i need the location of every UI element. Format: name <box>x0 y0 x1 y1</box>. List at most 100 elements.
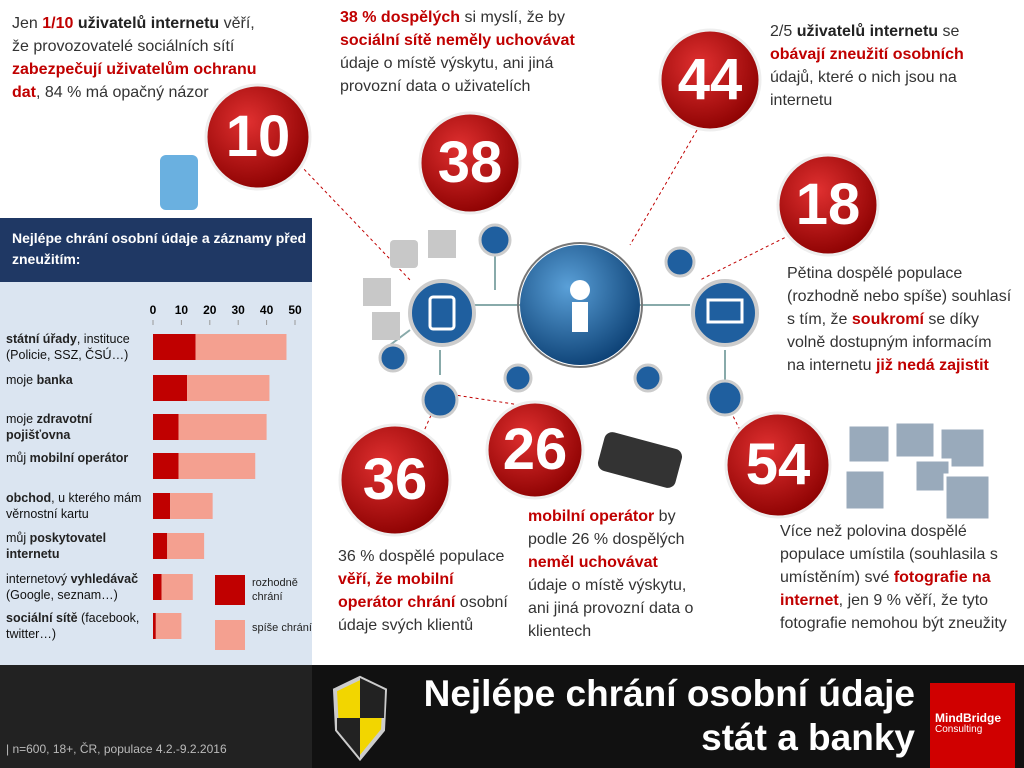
text-run: obávají zneužití osobních <box>770 46 964 63</box>
stat-text: 38 % dospělých si myslí, že by sociální … <box>340 6 590 98</box>
text-run: osobní údaje svých klientů <box>338 594 508 634</box>
headline: stát a banky <box>701 717 915 758</box>
stat-number: 54 <box>745 432 811 497</box>
text-run: můj <box>6 451 30 465</box>
logo-text: Consulting <box>935 724 983 735</box>
text-run: si myslí, že by <box>460 9 565 26</box>
person-icon <box>570 280 590 300</box>
x-tick-label: 30 <box>231 303 245 317</box>
shield-icon <box>337 678 385 758</box>
text-run: zdravotní pojišťovna <box>6 412 93 442</box>
small-icons <box>378 223 744 419</box>
text-run: se díky volně dostupným informacím na in… <box>787 311 992 374</box>
bar <box>178 453 256 479</box>
text-run: , instituce (Policie, SSZ, ČSÚ…) <box>6 332 130 362</box>
text-run: 38 % dospělých <box>340 9 461 26</box>
text-run: Více než polovina dospělé populace umíst… <box>780 523 998 586</box>
headline: Nejlépe chrání osobní údaje <box>423 673 915 714</box>
category-label: můj poskytovatel internetu <box>6 530 151 562</box>
legend-swatch <box>215 575 245 605</box>
stat-circle <box>338 423 452 537</box>
photos <box>843 420 992 522</box>
monitor-icon <box>691 279 759 347</box>
text-run: uživatelů internetu <box>796 23 939 40</box>
bar <box>153 414 179 440</box>
text-run: se <box>938 23 960 40</box>
text-run: můj <box>6 531 30 545</box>
bar <box>153 574 162 600</box>
text-run: obchod <box>6 491 52 505</box>
bar <box>155 613 182 639</box>
bar <box>153 334 196 360</box>
footnote: | n=600, 18+, ČR, populace 4.2.-9.2.2016 <box>6 742 227 756</box>
text-run: (facebook, twitter…) <box>6 611 140 641</box>
text-run: poskytovatel internetu <box>6 531 107 561</box>
legend-swatch <box>215 620 245 650</box>
text-run: vyhledávač <box>70 572 139 586</box>
text-run: uživatelů internetu <box>73 15 220 32</box>
text-run: mobilní operátor <box>528 508 655 525</box>
social-icons <box>363 230 456 340</box>
stat-circle <box>418 111 522 215</box>
text-run: moje <box>6 373 37 387</box>
text-run: by podle 26 % dospělých <box>528 508 685 548</box>
bar <box>153 613 156 639</box>
text-run: mobilní operátor <box>29 451 129 465</box>
lock-icon <box>160 155 198 210</box>
x-tick-label: 20 <box>203 303 217 317</box>
bar <box>153 533 168 559</box>
text-run: neměl uchovávat <box>528 554 658 571</box>
stat-number: 36 <box>362 447 428 512</box>
monitor-icon <box>706 298 744 324</box>
text-run: sociální sítě neměly uchovávat <box>340 32 575 49</box>
category-label: sociální sítě (facebook, twitter…) <box>6 610 151 642</box>
globe-ring <box>517 242 643 368</box>
stat-number: 44 <box>677 47 743 112</box>
bar <box>187 375 270 401</box>
hub-lines <box>389 255 726 380</box>
bar <box>153 493 171 519</box>
tablet-icon <box>408 279 476 347</box>
text-run: zabezpečují uživatelům ochranu dat <box>12 61 257 101</box>
panel-header <box>0 218 312 282</box>
bar <box>170 493 213 519</box>
text-run: Jen <box>12 15 43 32</box>
stat-circle <box>658 28 762 132</box>
category-label: obchod, u kterého mám věrnostní kartu <box>6 490 151 522</box>
stat-circle <box>724 411 832 519</box>
x-tick-label: 0 <box>149 303 157 317</box>
logo <box>930 683 1015 768</box>
text-run: věří, že provozovatelé sociálních sítí <box>12 15 255 55</box>
stat-circle <box>776 153 880 257</box>
stat-text: mobilní operátor by podle 26 % dospělých… <box>528 505 698 643</box>
text-run: 36 % dospělé populace <box>338 548 505 565</box>
stat-number: 18 <box>795 172 861 237</box>
text-run: 1/10 <box>42 15 74 32</box>
stat-text: Jen 1/10 uživatelů internetu věří, že pr… <box>12 12 274 104</box>
logo-text: MindBridge <box>935 711 1001 725</box>
legend-label: rozhodně chrání <box>252 577 298 603</box>
category-label: státní úřady, instituce (Policie, SSZ, Č… <box>6 331 151 363</box>
phone-icon <box>597 432 683 488</box>
text-run: 2/5 <box>770 23 797 40</box>
category-label: moje banka <box>6 372 151 388</box>
text-run: (Google, seznam…) <box>6 588 118 602</box>
person-icon <box>572 302 588 332</box>
text-run: údaje o místě výskytu, ani jiná provozní… <box>528 577 694 640</box>
category-label: internetový vyhledávač (Google, seznam…) <box>6 571 151 603</box>
bar <box>195 334 287 360</box>
stat-circle <box>204 83 312 191</box>
stat-text: Pětina dospělé populace (rozhodně nebo s… <box>787 262 1012 377</box>
x-tick-label: 10 <box>174 303 189 317</box>
bar <box>153 375 188 401</box>
chart-title: Nejlépe chrání osobní údaje a záznamy př… <box>12 230 307 267</box>
text-run: Pětina dospělé populace (rozhodně nebo s… <box>787 265 1012 328</box>
text-run: již nedá zajistit <box>875 357 989 374</box>
text-run: fotografie na internet <box>780 569 991 609</box>
stat-text: Více než polovina dospělé populace umíst… <box>780 520 1020 635</box>
x-tick-label: 50 <box>288 303 302 317</box>
text-run: soukromí <box>851 311 924 328</box>
category-label: moje zdravotní pojišťovna <box>6 411 151 443</box>
category-label: můj mobilní operátor <box>6 450 151 466</box>
